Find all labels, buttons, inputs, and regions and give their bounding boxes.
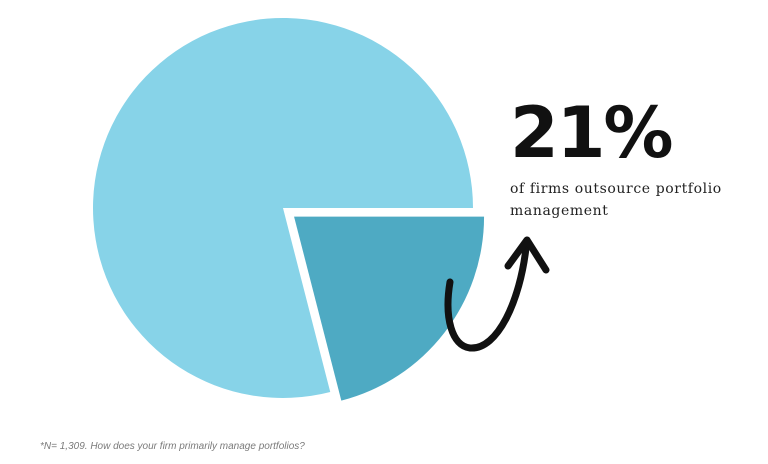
survey-footnote: *N= 1,309. How does your firm primarily … bbox=[40, 441, 305, 452]
curved-arrow-icon bbox=[444, 236, 550, 352]
highlight-caption: of firms outsource portfolio management bbox=[510, 181, 722, 219]
pie-slice-remainder bbox=[93, 18, 473, 398]
pie-slices bbox=[93, 18, 485, 401]
pie-slice-highlight bbox=[294, 216, 485, 401]
highlight-value: 21% bbox=[510, 92, 674, 174]
